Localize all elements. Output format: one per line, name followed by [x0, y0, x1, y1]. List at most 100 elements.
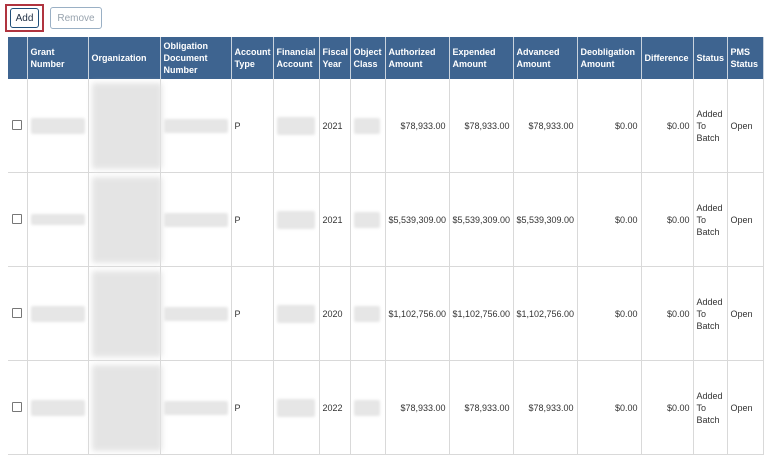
- row-select-cell: [8, 266, 28, 361]
- organization-cell: [88, 79, 162, 173]
- row-checkbox[interactable]: [12, 213, 23, 224]
- add-button[interactable]: Add: [10, 8, 39, 28]
- expended-amount-cell: $78,933.00: [449, 79, 514, 173]
- col-select: [8, 37, 28, 79]
- expended-amount-cell: $5,539,309.00: [449, 172, 514, 267]
- col-object-class[interactable]: Object Class: [350, 37, 386, 79]
- object-class-cell: [350, 360, 386, 455]
- row-select-cell: [8, 172, 28, 267]
- account-type-cell: P: [231, 172, 274, 267]
- redacted-organization: [91, 176, 162, 263]
- col-deobligation-amount[interactable]: Deobligation Amount: [577, 37, 642, 79]
- status-cell: Added To Batch: [693, 266, 728, 361]
- pms-status-cell: Open: [727, 172, 764, 267]
- authorized-amount-cell: $5,539,309.00: [385, 172, 450, 267]
- col-advanced-amount[interactable]: Advanced Amount: [513, 37, 578, 79]
- financial-account-cell: [273, 79, 320, 173]
- account-type-cell: P: [231, 266, 274, 361]
- object-class-cell: [350, 79, 386, 173]
- status-cell: Added To Batch: [693, 172, 728, 267]
- redacted-obligation-doc: [163, 400, 228, 415]
- status-cell: Added To Batch: [693, 79, 728, 173]
- redacted-financial-account: [277, 398, 315, 417]
- table-row: P 2021 $5,539,309.00 $5,539,309.00 $5,53…: [8, 172, 764, 267]
- pms-status-cell: Open: [727, 360, 764, 455]
- difference-cell: $0.00: [641, 79, 694, 173]
- table-row: P 2022 $78,933.00 $78,933.00 $78,933.00 …: [8, 360, 764, 455]
- financial-account-cell: [273, 360, 320, 455]
- redacted-grant-number: [30, 214, 85, 225]
- redacted-financial-account: [277, 210, 315, 229]
- col-difference[interactable]: Difference: [641, 37, 694, 79]
- col-organization[interactable]: Organization: [88, 37, 161, 79]
- grant-number-cell: [27, 266, 89, 361]
- authorized-amount-cell: $1,102,756.00: [385, 266, 450, 361]
- redacted-obligation-doc: [163, 212, 228, 227]
- remove-button[interactable]: Remove: [50, 7, 102, 29]
- col-expended-amount[interactable]: Expended Amount: [449, 37, 514, 79]
- table-row: P 2020 $1,102,756.00 $1,102,756.00 $1,10…: [8, 266, 764, 361]
- col-authorized-amount[interactable]: Authorized Amount: [385, 37, 450, 79]
- redacted-object-class: [353, 305, 380, 322]
- account-type-cell: P: [231, 79, 274, 173]
- row-checkbox[interactable]: [12, 401, 23, 412]
- redacted-obligation-doc: [163, 306, 228, 321]
- col-grant-number[interactable]: Grant Number: [27, 37, 89, 79]
- pms-status-cell: Open: [727, 266, 764, 361]
- deobligation-amount-cell: $0.00: [577, 79, 642, 173]
- redacted-object-class: [353, 211, 380, 228]
- redacted-financial-account: [277, 116, 315, 135]
- row-checkbox[interactable]: [12, 307, 23, 318]
- organization-cell: [88, 172, 162, 267]
- obligations-table: Grant Number Organization Obligation Doc…: [8, 37, 764, 455]
- redacted-object-class: [353, 399, 380, 416]
- object-class-cell: [350, 172, 386, 267]
- obligation-doc-cell: [160, 360, 232, 455]
- financial-account-cell: [273, 266, 320, 361]
- redacted-financial-account: [277, 304, 315, 323]
- col-financial-account[interactable]: Financial Account: [273, 37, 320, 79]
- col-account-type[interactable]: Account Type: [231, 37, 274, 79]
- col-pms-status[interactable]: PMS Status: [727, 37, 764, 79]
- deobligation-amount-cell: $0.00: [577, 266, 642, 361]
- obligation-doc-cell: [160, 172, 232, 267]
- expended-amount-cell: $1,102,756.00: [449, 266, 514, 361]
- col-fiscal-year[interactable]: Fiscal Year: [319, 37, 351, 79]
- fiscal-year-cell: 2020: [319, 266, 351, 361]
- authorized-amount-cell: $78,933.00: [385, 360, 450, 455]
- row-checkbox[interactable]: [12, 119, 23, 130]
- redacted-grant-number: [30, 305, 85, 322]
- fiscal-year-cell: 2021: [319, 79, 351, 173]
- fiscal-year-cell: 2021: [319, 172, 351, 267]
- grant-number-cell: [27, 172, 89, 267]
- advanced-amount-cell: $78,933.00: [513, 79, 578, 173]
- difference-cell: $0.00: [641, 266, 694, 361]
- redacted-obligation-doc: [163, 118, 228, 133]
- fiscal-year-cell: 2022: [319, 360, 351, 455]
- object-class-cell: [350, 266, 386, 361]
- col-status[interactable]: Status: [693, 37, 728, 79]
- deobligation-amount-cell: $0.00: [577, 172, 642, 267]
- account-type-cell: P: [231, 360, 274, 455]
- deobligation-amount-cell: $0.00: [577, 360, 642, 455]
- difference-cell: $0.00: [641, 172, 694, 267]
- advanced-amount-cell: $78,933.00: [513, 360, 578, 455]
- advanced-amount-cell: $1,102,756.00: [513, 266, 578, 361]
- redacted-object-class: [353, 117, 380, 134]
- redacted-organization: [91, 364, 162, 451]
- redacted-organization: [91, 82, 162, 169]
- redacted-grant-number: [30, 117, 85, 134]
- obligation-doc-cell: [160, 79, 232, 173]
- financial-account-cell: [273, 172, 320, 267]
- organization-cell: [88, 360, 162, 455]
- table-row: P 2021 $78,933.00 $78,933.00 $78,933.00 …: [8, 79, 764, 173]
- col-obligation-document-number[interactable]: Obligation Document Number: [160, 37, 232, 79]
- difference-cell: $0.00: [641, 360, 694, 455]
- expended-amount-cell: $78,933.00: [449, 360, 514, 455]
- add-button-highlight: Add: [5, 4, 44, 32]
- status-cell: Added To Batch: [693, 360, 728, 455]
- row-select-cell: [8, 360, 28, 455]
- table-header-row: Grant Number Organization Obligation Doc…: [8, 37, 764, 79]
- pms-status-cell: Open: [727, 79, 764, 173]
- redacted-grant-number: [30, 399, 85, 416]
